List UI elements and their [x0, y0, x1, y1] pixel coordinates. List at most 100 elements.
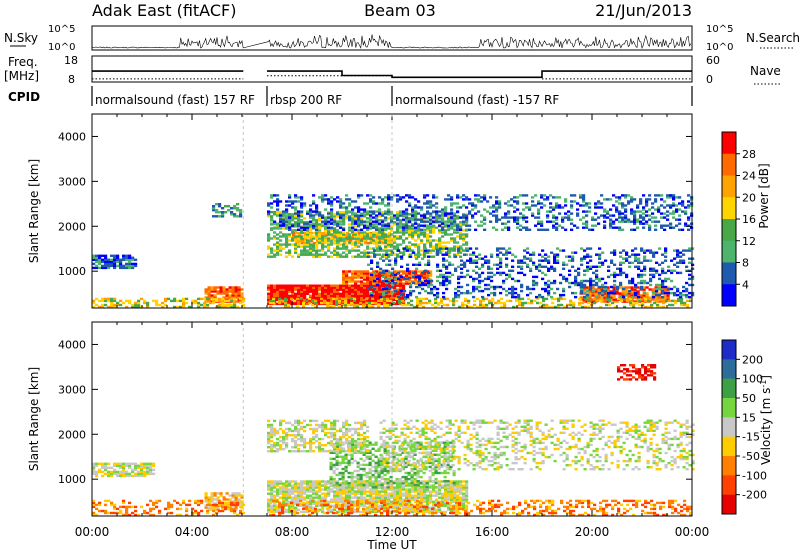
- heatmap-cell: [616, 273, 620, 277]
- heatmap-cell: [95, 464, 99, 467]
- heatmap-cell: [113, 266, 117, 270]
- heatmap-cell: [305, 299, 309, 303]
- heatmap-cell: [330, 221, 334, 224]
- heatmap-cell: [445, 247, 449, 250]
- heatmap-cell: [387, 194, 391, 197]
- heatmap-cell: [348, 202, 352, 205]
- heatmap-cell: [672, 210, 676, 213]
- heatmap-cell: [453, 217, 457, 220]
- heatmap-cell: [435, 219, 439, 222]
- heatmap-cell: [285, 286, 289, 289]
- heatmap-cell: [388, 231, 392, 235]
- heatmap-cell: [345, 284, 349, 287]
- heatmap-cell: [571, 251, 575, 254]
- heatmap-cell: [420, 280, 424, 283]
- heatmap-cell: [309, 496, 313, 499]
- heatmap-cell: [450, 196, 454, 199]
- heatmap-cell: [221, 207, 225, 210]
- heatmap-cell: [128, 258, 132, 261]
- heatmap-cell: [406, 249, 410, 252]
- heatmap-cell: [453, 249, 457, 252]
- heatmap-cell: [660, 194, 664, 197]
- heatmap-cell: [336, 245, 340, 248]
- heatmap-cell: [423, 272, 427, 275]
- heatmap-cell: [312, 482, 316, 485]
- heatmap-cell: [387, 202, 391, 205]
- heatmap-cell: [279, 290, 283, 293]
- heatmap-cell: [399, 237, 403, 240]
- heatmap-cell: [339, 202, 343, 205]
- heatmap-cell: [390, 220, 394, 223]
- heatmap-cell: [366, 228, 370, 231]
- heatmap-cell: [334, 238, 338, 241]
- heatmap-cell: [107, 297, 111, 301]
- heatmap-cell: [285, 288, 289, 291]
- heatmap-cell: [604, 285, 608, 289]
- heatmap-cell: [312, 243, 316, 246]
- heatmap-cell: [161, 301, 165, 305]
- heatmap-cell: [330, 292, 334, 295]
- heatmap-cell: [230, 299, 234, 303]
- heatmap-cell: [438, 224, 442, 227]
- heatmap-cell: [403, 277, 407, 281]
- heatmap-cell: [609, 226, 613, 229]
- heatmap-cell: [666, 294, 670, 297]
- heatmap-cell: [603, 216, 607, 219]
- heatmap-cell: [134, 262, 138, 266]
- heatmap-cell: [481, 263, 485, 266]
- heatmap-cell: [542, 297, 546, 301]
- heatmap-cell: [354, 237, 358, 240]
- heatmap-cell: [457, 249, 461, 252]
- heatmap-cell: [297, 200, 301, 203]
- heatmap-cell: [562, 293, 566, 297]
- heatmap-cell: [555, 226, 559, 229]
- heatmap-cell: [321, 508, 325, 511]
- heatmap-cell: [342, 247, 346, 250]
- heatmap-cell: [624, 208, 628, 211]
- heatmap-cell: [375, 222, 379, 225]
- heatmap-cell: [327, 212, 331, 215]
- heatmap-cell: [494, 301, 498, 305]
- heatmap-cell: [613, 253, 617, 256]
- heatmap-cell: [218, 303, 222, 307]
- heatmap-cell: [436, 275, 440, 279]
- heatmap-cell: [375, 225, 379, 228]
- heatmap-cell: [679, 259, 683, 262]
- heatmap-cell: [327, 494, 331, 497]
- heatmap-cell: [448, 281, 452, 285]
- heatmap-cell: [402, 218, 406, 221]
- heatmap-cell: [372, 292, 376, 295]
- colorbar-tick-label-5: 8: [742, 257, 749, 270]
- heatmap-cell: [411, 270, 415, 273]
- heatmap-cell: [110, 470, 114, 474]
- heatmap-cell: [134, 474, 138, 478]
- heatmap-cell: [140, 462, 144, 465]
- heatmap-cell: [450, 237, 454, 240]
- heatmap-cell: [465, 241, 469, 244]
- heatmap-cell: [401, 299, 405, 303]
- heatmap-cell: [369, 194, 373, 197]
- heatmap-cell: [366, 194, 370, 197]
- heatmap-cell: [424, 249, 428, 252]
- heatmap-cell: [621, 290, 625, 293]
- heatmap-cell: [466, 283, 470, 287]
- heatmap-cell: [333, 249, 337, 252]
- heatmap-cell: [607, 295, 611, 299]
- heatmap-cell: [392, 301, 396, 305]
- heatmap-cell: [651, 212, 655, 215]
- heatmap-cell: [95, 474, 99, 478]
- heatmap-cell: [384, 223, 388, 226]
- heatmap-cell: [541, 255, 545, 258]
- heatmap-cell: [639, 200, 643, 203]
- heatmap-cell: [327, 215, 331, 218]
- heatmap-cell: [218, 211, 222, 214]
- heatmap-cell: [357, 196, 361, 199]
- heatmap-cell: [318, 237, 322, 240]
- heatmap-cell: [414, 226, 418, 229]
- heatmap-cell: [423, 220, 427, 223]
- heatmap-cell: [351, 208, 355, 211]
- heatmap-cell: [137, 464, 141, 467]
- heatmap-cell: [288, 504, 292, 507]
- heatmap-cell: [233, 299, 237, 303]
- heatmap-cell: [621, 202, 625, 205]
